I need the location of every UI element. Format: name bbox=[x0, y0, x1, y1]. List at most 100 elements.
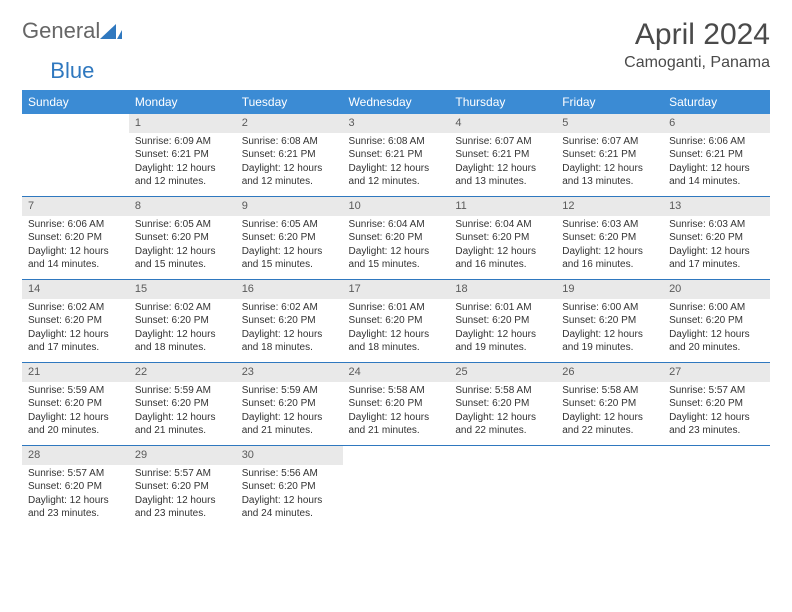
calendar-day-cell: 3Sunrise: 6:08 AMSunset: 6:21 PMDaylight… bbox=[343, 114, 450, 197]
day-number: 24 bbox=[343, 363, 450, 382]
calendar-day-cell: 1Sunrise: 6:09 AMSunset: 6:21 PMDaylight… bbox=[129, 114, 236, 197]
day-details: Sunrise: 6:01 AMSunset: 6:20 PMDaylight:… bbox=[343, 299, 450, 359]
day-details: Sunrise: 6:01 AMSunset: 6:20 PMDaylight:… bbox=[449, 299, 556, 359]
weekday-header-row: Sunday Monday Tuesday Wednesday Thursday… bbox=[22, 90, 770, 114]
calendar-day-cell bbox=[556, 446, 663, 529]
calendar-day-cell: 20Sunrise: 6:00 AMSunset: 6:20 PMDayligh… bbox=[663, 280, 770, 363]
calendar-day-cell: 26Sunrise: 5:58 AMSunset: 6:20 PMDayligh… bbox=[556, 363, 663, 446]
day-details: Sunrise: 6:02 AMSunset: 6:20 PMDaylight:… bbox=[129, 299, 236, 359]
day-details: Sunrise: 5:57 AMSunset: 6:20 PMDaylight:… bbox=[22, 465, 129, 525]
day-number: 18 bbox=[449, 280, 556, 299]
day-number: 11 bbox=[449, 197, 556, 216]
calendar-table: Sunday Monday Tuesday Wednesday Thursday… bbox=[22, 90, 770, 528]
day-number: 21 bbox=[22, 363, 129, 382]
day-details: Sunrise: 5:58 AMSunset: 6:20 PMDaylight:… bbox=[556, 382, 663, 442]
weekday-header: Thursday bbox=[449, 90, 556, 114]
day-details: Sunrise: 5:56 AMSunset: 6:20 PMDaylight:… bbox=[236, 465, 343, 525]
day-details: Sunrise: 5:59 AMSunset: 6:20 PMDaylight:… bbox=[129, 382, 236, 442]
calendar-day-cell: 16Sunrise: 6:02 AMSunset: 6:20 PMDayligh… bbox=[236, 280, 343, 363]
day-details: Sunrise: 6:03 AMSunset: 6:20 PMDaylight:… bbox=[556, 216, 663, 276]
day-details: Sunrise: 6:08 AMSunset: 6:21 PMDaylight:… bbox=[343, 133, 450, 193]
day-number: 26 bbox=[556, 363, 663, 382]
day-details: Sunrise: 5:58 AMSunset: 6:20 PMDaylight:… bbox=[343, 382, 450, 442]
day-number: 5 bbox=[556, 114, 663, 133]
calendar-day-cell bbox=[449, 446, 556, 529]
day-number: 22 bbox=[129, 363, 236, 382]
day-number: 29 bbox=[129, 446, 236, 465]
day-number: 15 bbox=[129, 280, 236, 299]
calendar-week-row: 7Sunrise: 6:06 AMSunset: 6:20 PMDaylight… bbox=[22, 197, 770, 280]
calendar-day-cell: 11Sunrise: 6:04 AMSunset: 6:20 PMDayligh… bbox=[449, 197, 556, 280]
logo-text-general: General bbox=[22, 18, 100, 44]
day-number: 10 bbox=[343, 197, 450, 216]
calendar-day-cell: 24Sunrise: 5:58 AMSunset: 6:20 PMDayligh… bbox=[343, 363, 450, 446]
day-details: Sunrise: 5:57 AMSunset: 6:20 PMDaylight:… bbox=[129, 465, 236, 525]
calendar-day-cell: 19Sunrise: 6:00 AMSunset: 6:20 PMDayligh… bbox=[556, 280, 663, 363]
day-number: 23 bbox=[236, 363, 343, 382]
day-details: Sunrise: 5:58 AMSunset: 6:20 PMDaylight:… bbox=[449, 382, 556, 442]
calendar-day-cell: 12Sunrise: 6:03 AMSunset: 6:20 PMDayligh… bbox=[556, 197, 663, 280]
location: Camoganti, Panama bbox=[624, 54, 770, 72]
weekday-header: Tuesday bbox=[236, 90, 343, 114]
calendar-day-cell: 25Sunrise: 5:58 AMSunset: 6:20 PMDayligh… bbox=[449, 363, 556, 446]
day-details: Sunrise: 6:03 AMSunset: 6:20 PMDaylight:… bbox=[663, 216, 770, 276]
day-number: 16 bbox=[236, 280, 343, 299]
weekday-header: Saturday bbox=[663, 90, 770, 114]
day-details: Sunrise: 6:00 AMSunset: 6:20 PMDaylight:… bbox=[556, 299, 663, 359]
calendar-day-cell: 18Sunrise: 6:01 AMSunset: 6:20 PMDayligh… bbox=[449, 280, 556, 363]
title-block: April 2024 Camoganti, Panama bbox=[624, 18, 770, 72]
day-number: 28 bbox=[22, 446, 129, 465]
weekday-header: Sunday bbox=[22, 90, 129, 114]
day-number: 9 bbox=[236, 197, 343, 216]
day-number: 8 bbox=[129, 197, 236, 216]
calendar-day-cell: 6Sunrise: 6:06 AMSunset: 6:21 PMDaylight… bbox=[663, 114, 770, 197]
calendar-day-cell: 14Sunrise: 6:02 AMSunset: 6:20 PMDayligh… bbox=[22, 280, 129, 363]
calendar-day-cell: 22Sunrise: 5:59 AMSunset: 6:20 PMDayligh… bbox=[129, 363, 236, 446]
calendar-day-cell: 17Sunrise: 6:01 AMSunset: 6:20 PMDayligh… bbox=[343, 280, 450, 363]
weekday-header: Monday bbox=[129, 90, 236, 114]
logo: General bbox=[22, 18, 124, 44]
day-details: Sunrise: 6:06 AMSunset: 6:20 PMDaylight:… bbox=[22, 216, 129, 276]
day-number: 7 bbox=[22, 197, 129, 216]
month-title: April 2024 bbox=[624, 18, 770, 52]
day-details: Sunrise: 6:08 AMSunset: 6:21 PMDaylight:… bbox=[236, 133, 343, 193]
day-number: 2 bbox=[236, 114, 343, 133]
calendar-day-cell bbox=[22, 114, 129, 197]
day-details: Sunrise: 5:57 AMSunset: 6:20 PMDaylight:… bbox=[663, 382, 770, 442]
calendar-day-cell: 10Sunrise: 6:04 AMSunset: 6:20 PMDayligh… bbox=[343, 197, 450, 280]
calendar-day-cell: 13Sunrise: 6:03 AMSunset: 6:20 PMDayligh… bbox=[663, 197, 770, 280]
calendar-day-cell: 28Sunrise: 5:57 AMSunset: 6:20 PMDayligh… bbox=[22, 446, 129, 529]
calendar-day-cell: 27Sunrise: 5:57 AMSunset: 6:20 PMDayligh… bbox=[663, 363, 770, 446]
day-details: Sunrise: 6:04 AMSunset: 6:20 PMDaylight:… bbox=[449, 216, 556, 276]
day-details: Sunrise: 6:09 AMSunset: 6:21 PMDaylight:… bbox=[129, 133, 236, 193]
calendar-week-row: 1Sunrise: 6:09 AMSunset: 6:21 PMDaylight… bbox=[22, 114, 770, 197]
day-number: 30 bbox=[236, 446, 343, 465]
day-details: Sunrise: 6:06 AMSunset: 6:21 PMDaylight:… bbox=[663, 133, 770, 193]
calendar-day-cell: 5Sunrise: 6:07 AMSunset: 6:21 PMDaylight… bbox=[556, 114, 663, 197]
weekday-header: Wednesday bbox=[343, 90, 450, 114]
day-details: Sunrise: 6:07 AMSunset: 6:21 PMDaylight:… bbox=[556, 133, 663, 193]
calendar-day-cell bbox=[343, 446, 450, 529]
logo-sail-icon bbox=[100, 22, 122, 40]
day-number: 12 bbox=[556, 197, 663, 216]
calendar-day-cell: 21Sunrise: 5:59 AMSunset: 6:20 PMDayligh… bbox=[22, 363, 129, 446]
calendar-day-cell: 7Sunrise: 6:06 AMSunset: 6:20 PMDaylight… bbox=[22, 197, 129, 280]
day-number: 25 bbox=[449, 363, 556, 382]
day-number: 27 bbox=[663, 363, 770, 382]
day-details: Sunrise: 6:04 AMSunset: 6:20 PMDaylight:… bbox=[343, 216, 450, 276]
day-number: 6 bbox=[663, 114, 770, 133]
day-number: 1 bbox=[129, 114, 236, 133]
day-details: Sunrise: 6:05 AMSunset: 6:20 PMDaylight:… bbox=[236, 216, 343, 276]
day-details: Sunrise: 6:07 AMSunset: 6:21 PMDaylight:… bbox=[449, 133, 556, 193]
day-details: Sunrise: 6:02 AMSunset: 6:20 PMDaylight:… bbox=[22, 299, 129, 359]
day-number: 13 bbox=[663, 197, 770, 216]
calendar-day-cell: 15Sunrise: 6:02 AMSunset: 6:20 PMDayligh… bbox=[129, 280, 236, 363]
calendar-day-cell: 9Sunrise: 6:05 AMSunset: 6:20 PMDaylight… bbox=[236, 197, 343, 280]
day-number: 20 bbox=[663, 280, 770, 299]
calendar-day-cell: 8Sunrise: 6:05 AMSunset: 6:20 PMDaylight… bbox=[129, 197, 236, 280]
calendar-week-row: 21Sunrise: 5:59 AMSunset: 6:20 PMDayligh… bbox=[22, 363, 770, 446]
calendar-day-cell bbox=[663, 446, 770, 529]
calendar-day-cell: 4Sunrise: 6:07 AMSunset: 6:21 PMDaylight… bbox=[449, 114, 556, 197]
day-number: 19 bbox=[556, 280, 663, 299]
day-number: 17 bbox=[343, 280, 450, 299]
